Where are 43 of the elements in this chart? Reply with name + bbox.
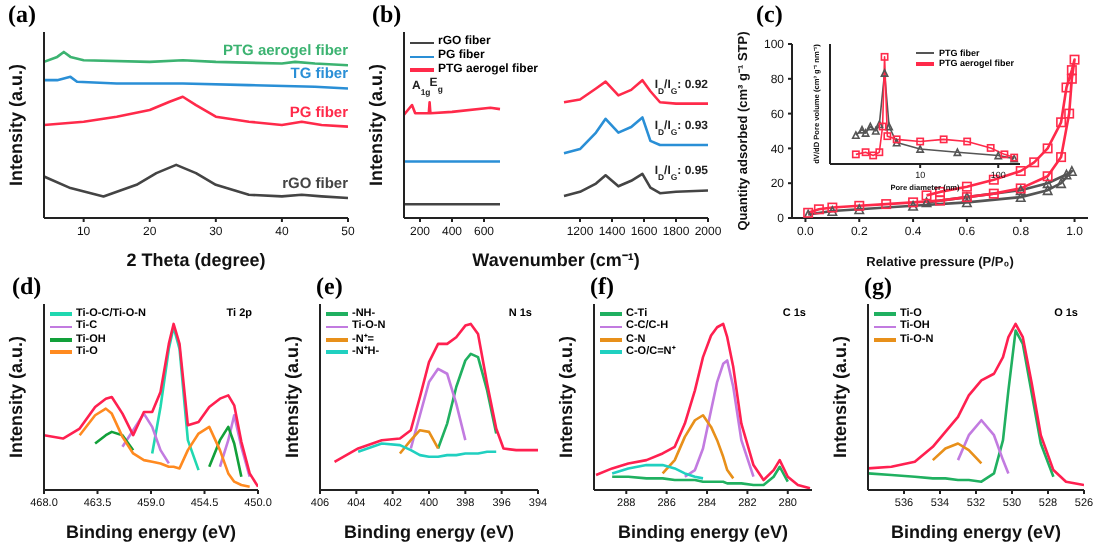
point: [935, 195, 945, 206]
x-axis-title: Wavenumber (cm⁻¹): [472, 250, 640, 270]
point: [881, 199, 892, 210]
x-axis-title: Binding energy (eV): [65, 522, 237, 542]
point: [961, 181, 972, 192]
point: [1056, 117, 1067, 128]
chart-title: (e): [316, 272, 343, 302]
chart-title: (f): [590, 272, 614, 302]
point: [1066, 73, 1077, 84]
y-axis-title: Intensity (a.u.): [830, 335, 851, 459]
point: [1015, 166, 1026, 177]
x-axis-title: 2 Theta (degree): [126, 250, 266, 270]
y-axis-title: Intensity (a.u.): [556, 335, 577, 459]
x-axis-title: Binding energy (eV): [890, 522, 1062, 542]
chart-title: (a): [8, 0, 36, 30]
point: [1061, 82, 1072, 93]
point: [1042, 178, 1053, 189]
x-axis-title: Binding energy (eV): [617, 522, 789, 542]
point: [988, 188, 999, 199]
chart-title: (b): [372, 0, 402, 30]
point: [1066, 65, 1077, 76]
x-axis-title: Binding energy (eV): [343, 522, 515, 542]
point: [1064, 108, 1075, 119]
chart-title: (d): [12, 272, 42, 302]
point: [921, 197, 932, 208]
point: [1056, 152, 1067, 163]
point: [961, 197, 972, 208]
y-axis-title: Intensity (a.u.): [282, 335, 303, 459]
y-axis-title: Intensity (a.u.): [6, 63, 27, 187]
point: [1061, 169, 1072, 180]
chart-title: (c): [756, 0, 783, 30]
y-axis-title: Intensity (a.u.): [366, 63, 387, 187]
chart-title: (g): [864, 272, 892, 302]
point: [1029, 157, 1040, 168]
point: [1042, 185, 1053, 196]
point: [813, 204, 824, 215]
point: [1042, 171, 1053, 182]
point: [1056, 178, 1067, 189]
point: [921, 190, 932, 201]
point: [1069, 54, 1080, 65]
y-axis-title: Intensity (a.u.): [6, 335, 27, 459]
point: [1042, 143, 1053, 154]
point: [1015, 192, 1026, 203]
